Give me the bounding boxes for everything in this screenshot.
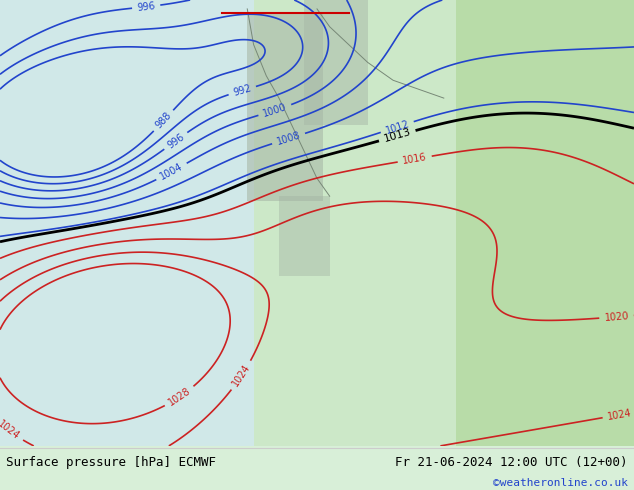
FancyBboxPatch shape — [456, 0, 634, 446]
Text: 1013: 1013 — [382, 127, 412, 145]
Text: Fr 21-06-2024 12:00 UTC (12+00): Fr 21-06-2024 12:00 UTC (12+00) — [395, 456, 628, 469]
Text: 996: 996 — [136, 1, 156, 13]
FancyBboxPatch shape — [247, 13, 323, 201]
Text: 1024: 1024 — [607, 408, 633, 422]
Text: 1024: 1024 — [231, 363, 252, 389]
Text: 992: 992 — [232, 83, 252, 98]
Text: 1020: 1020 — [604, 311, 629, 323]
FancyBboxPatch shape — [0, 0, 254, 446]
Text: 1004: 1004 — [158, 161, 184, 182]
Text: 1024: 1024 — [0, 419, 22, 442]
Text: 1016: 1016 — [402, 152, 428, 166]
Text: 996: 996 — [165, 131, 186, 150]
FancyBboxPatch shape — [254, 0, 456, 446]
Text: 1012: 1012 — [384, 119, 410, 136]
Text: 1028: 1028 — [167, 386, 193, 408]
Text: 988: 988 — [153, 111, 174, 131]
FancyBboxPatch shape — [304, 0, 368, 125]
Text: Surface pressure [hPa] ECMWF: Surface pressure [hPa] ECMWF — [6, 456, 216, 469]
Text: ©weatheronline.co.uk: ©weatheronline.co.uk — [493, 478, 628, 489]
Text: 1000: 1000 — [262, 102, 288, 119]
Text: 1008: 1008 — [275, 130, 302, 147]
FancyBboxPatch shape — [279, 196, 330, 276]
